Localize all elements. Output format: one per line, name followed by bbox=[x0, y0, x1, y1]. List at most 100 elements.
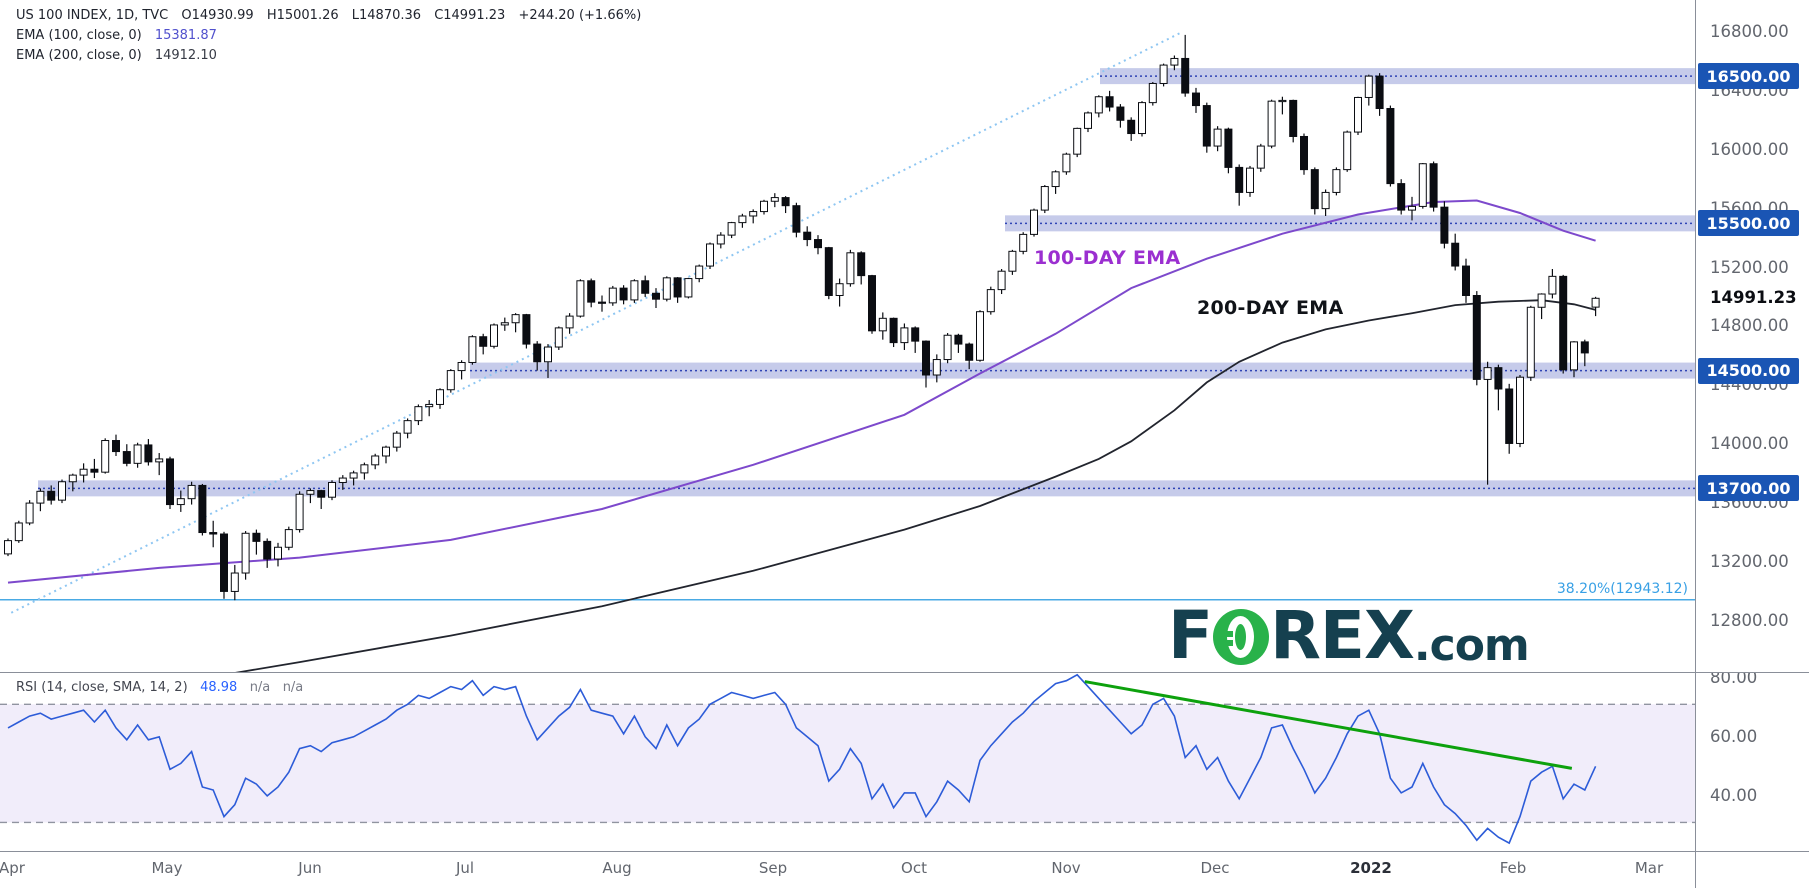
candle-body bbox=[803, 231, 812, 241]
candle bbox=[911, 326, 920, 353]
candle bbox=[1094, 95, 1103, 118]
candle-body bbox=[1397, 183, 1406, 211]
candle bbox=[727, 221, 736, 239]
candle bbox=[166, 456, 174, 509]
price-level-badge: 14500.00 bbox=[1698, 357, 1799, 384]
candle-body bbox=[101, 440, 110, 473]
candle-body bbox=[14, 522, 23, 542]
candle-body bbox=[382, 446, 390, 457]
candle bbox=[122, 444, 131, 467]
candle bbox=[187, 481, 196, 505]
ema100-legend-row[interactable]: EMA (100, close, 0) 15381.87 bbox=[16, 26, 641, 45]
candle-body bbox=[630, 280, 639, 301]
time-tick-feb[interactable]: Feb bbox=[1499, 859, 1527, 877]
rsi-tick-label: 40.00 bbox=[1710, 785, 1758, 805]
candle-body bbox=[824, 247, 833, 296]
candle bbox=[1429, 161, 1438, 212]
time-tick-sep[interactable]: Sep bbox=[758, 859, 788, 877]
candle bbox=[101, 438, 110, 474]
candle bbox=[306, 488, 315, 504]
candle bbox=[1505, 383, 1514, 454]
rsi-pane-svg[interactable] bbox=[0, 673, 1809, 852]
candle bbox=[792, 202, 801, 238]
candle bbox=[500, 317, 509, 331]
candle-body bbox=[68, 474, 77, 483]
candle-body bbox=[209, 532, 218, 535]
time-tick-jul[interactable]: Jul bbox=[455, 859, 475, 877]
candle bbox=[1040, 185, 1049, 214]
rsi-line[interactable] bbox=[7, 673, 1597, 845]
candle-body bbox=[1289, 99, 1298, 137]
time-tick-nov[interactable]: Nov bbox=[1051, 859, 1081, 877]
candle-body bbox=[1375, 75, 1384, 110]
time-tick-may[interactable]: May bbox=[151, 859, 183, 877]
candle bbox=[90, 458, 99, 479]
annotation-200-day-ema: 200-DAY EMA bbox=[1197, 297, 1344, 319]
time-axis[interactable]: Apr May Jun Jul Aug Sep Oct Nov Dec 2022 Feb Mar bbox=[0, 852, 1809, 888]
time-tick-mar[interactable]: Mar bbox=[1634, 859, 1664, 877]
rsi-axis[interactable]: 80.00 60.00 40.00 bbox=[1696, 673, 1809, 852]
candle-body bbox=[112, 440, 120, 453]
candle bbox=[1494, 364, 1503, 411]
candle-body bbox=[392, 432, 401, 448]
candle bbox=[695, 264, 704, 283]
symbol-legend-row[interactable]: US 100 INDEX, 1D, TVC O14930.99 H15001.2… bbox=[16, 6, 641, 25]
candle-body bbox=[511, 314, 520, 324]
pane-separator[interactable] bbox=[0, 672, 1809, 673]
logo-letter-f: F bbox=[1168, 597, 1213, 674]
time-tick-dec[interactable]: Dec bbox=[1200, 859, 1230, 877]
candle bbox=[1267, 99, 1276, 149]
candle-body bbox=[1235, 166, 1244, 193]
rsi-neutral-band bbox=[0, 704, 1695, 823]
ascending-trendline[interactable] bbox=[10, 31, 1182, 614]
candle-body bbox=[425, 403, 434, 408]
candle-body bbox=[738, 215, 747, 224]
symbol-legend[interactable]: US 100 INDEX, 1D, TVC O14930.99 H15001.2… bbox=[16, 6, 641, 66]
time-tick-aug[interactable]: Aug bbox=[602, 859, 632, 877]
candle-body bbox=[641, 280, 650, 294]
candle-body bbox=[760, 200, 768, 213]
candle bbox=[392, 430, 401, 452]
candle bbox=[803, 226, 812, 247]
candle bbox=[857, 251, 866, 285]
time-axis-separator bbox=[0, 851, 1809, 852]
last-price-label: 14991.23 bbox=[1710, 288, 1797, 308]
price-pane-svg[interactable] bbox=[0, 0, 1809, 673]
candle bbox=[522, 313, 531, 349]
candle-body bbox=[770, 197, 779, 202]
ema100-line[interactable] bbox=[7, 199, 1596, 584]
candle-body bbox=[1170, 57, 1179, 66]
time-tick-2022[interactable]: 2022 bbox=[1350, 859, 1392, 877]
time-tick-apr[interactable]: Apr bbox=[0, 859, 25, 877]
candle-body bbox=[328, 481, 336, 498]
candle-body bbox=[533, 343, 542, 363]
candle bbox=[47, 485, 56, 505]
candle bbox=[846, 249, 855, 287]
candle bbox=[1559, 274, 1568, 374]
candle-body bbox=[1278, 99, 1287, 103]
candle-body bbox=[1202, 105, 1211, 147]
candle-body bbox=[1181, 57, 1190, 94]
ema200-line[interactable] bbox=[8, 299, 1596, 673]
candle-body bbox=[673, 277, 682, 298]
rsi-descending-trendline[interactable] bbox=[1084, 680, 1573, 770]
rsi-tick-label: 80.00 bbox=[1710, 673, 1758, 687]
candle-body bbox=[1051, 171, 1060, 188]
candle-body bbox=[1300, 135, 1308, 171]
time-tick-jun[interactable]: Jun bbox=[298, 859, 322, 877]
candle-body bbox=[122, 451, 131, 464]
candle-body bbox=[1213, 128, 1222, 147]
candle bbox=[587, 278, 596, 308]
candle bbox=[274, 542, 282, 567]
rsi-legend-row[interactable]: RSI (14, close, SMA, 14, 2) 48.98 n/a n/… bbox=[16, 680, 303, 695]
time-tick-oct[interactable]: Oct bbox=[901, 859, 927, 877]
candle bbox=[1181, 34, 1190, 97]
level-band-13700 bbox=[38, 480, 1695, 497]
ema200-legend-row[interactable]: EMA (200, close, 0) 14912.10 bbox=[16, 46, 641, 65]
price-axis[interactable]: 16800.00 16400.00 16000.00 15600.00 15200.00… bbox=[1696, 0, 1809, 673]
candle bbox=[598, 295, 606, 312]
candle-body bbox=[727, 222, 736, 236]
candle bbox=[284, 526, 293, 551]
candle-body bbox=[814, 239, 822, 249]
candle-body bbox=[1267, 100, 1276, 147]
